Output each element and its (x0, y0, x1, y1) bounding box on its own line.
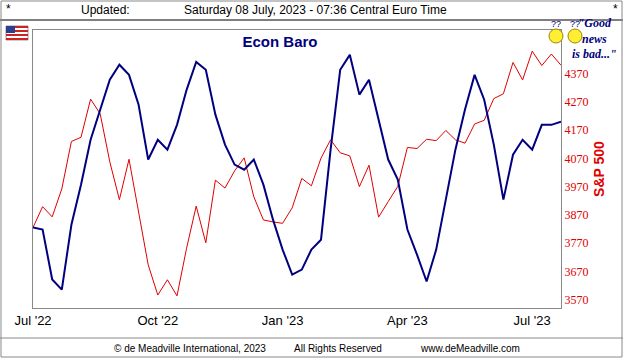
svg-text:Updated:: Updated: (81, 3, 130, 17)
svg-text:??: ?? (551, 19, 561, 29)
svg-text:Jul '23: Jul '23 (514, 313, 551, 328)
svg-text:4370: 4370 (564, 67, 588, 81)
svg-text:Saturday 08 July, 2023 - 07:36: Saturday 08 July, 2023 - 07:36 Central E… (184, 3, 447, 17)
svg-text:*: * (6, 2, 11, 16)
svg-text:*: * (613, 2, 618, 16)
svg-text:3870: 3870 (564, 208, 588, 222)
svg-text:4170: 4170 (564, 123, 588, 137)
svg-text:Jul '22: Jul '22 (14, 313, 51, 328)
svg-text:"Goodnewsis bad...": "Goodnewsis bad..." (572, 16, 617, 61)
svg-text:www.deMeadville.com: www.deMeadville.com (420, 343, 520, 354)
svg-text:Apr '23: Apr '23 (387, 313, 428, 328)
svg-text:© de Meadville International,: © de Meadville International, 2023 (114, 343, 266, 354)
svg-text:S&P 500: S&P 500 (591, 141, 607, 197)
svg-text:3670: 3670 (564, 265, 588, 279)
svg-text:Oct '22: Oct '22 (137, 313, 178, 328)
svg-text:Jan '23: Jan '23 (262, 313, 304, 328)
svg-text:All Rights Reserved: All Rights Reserved (294, 343, 382, 354)
svg-text:4070: 4070 (564, 152, 588, 166)
svg-text:??: ?? (570, 19, 580, 29)
svg-text:3970: 3970 (564, 180, 588, 194)
svg-text:3770: 3770 (564, 236, 588, 250)
svg-text:4270: 4270 (564, 95, 588, 109)
svg-text:Econ Baro: Econ Baro (242, 33, 317, 50)
svg-text:3570: 3570 (564, 293, 588, 307)
